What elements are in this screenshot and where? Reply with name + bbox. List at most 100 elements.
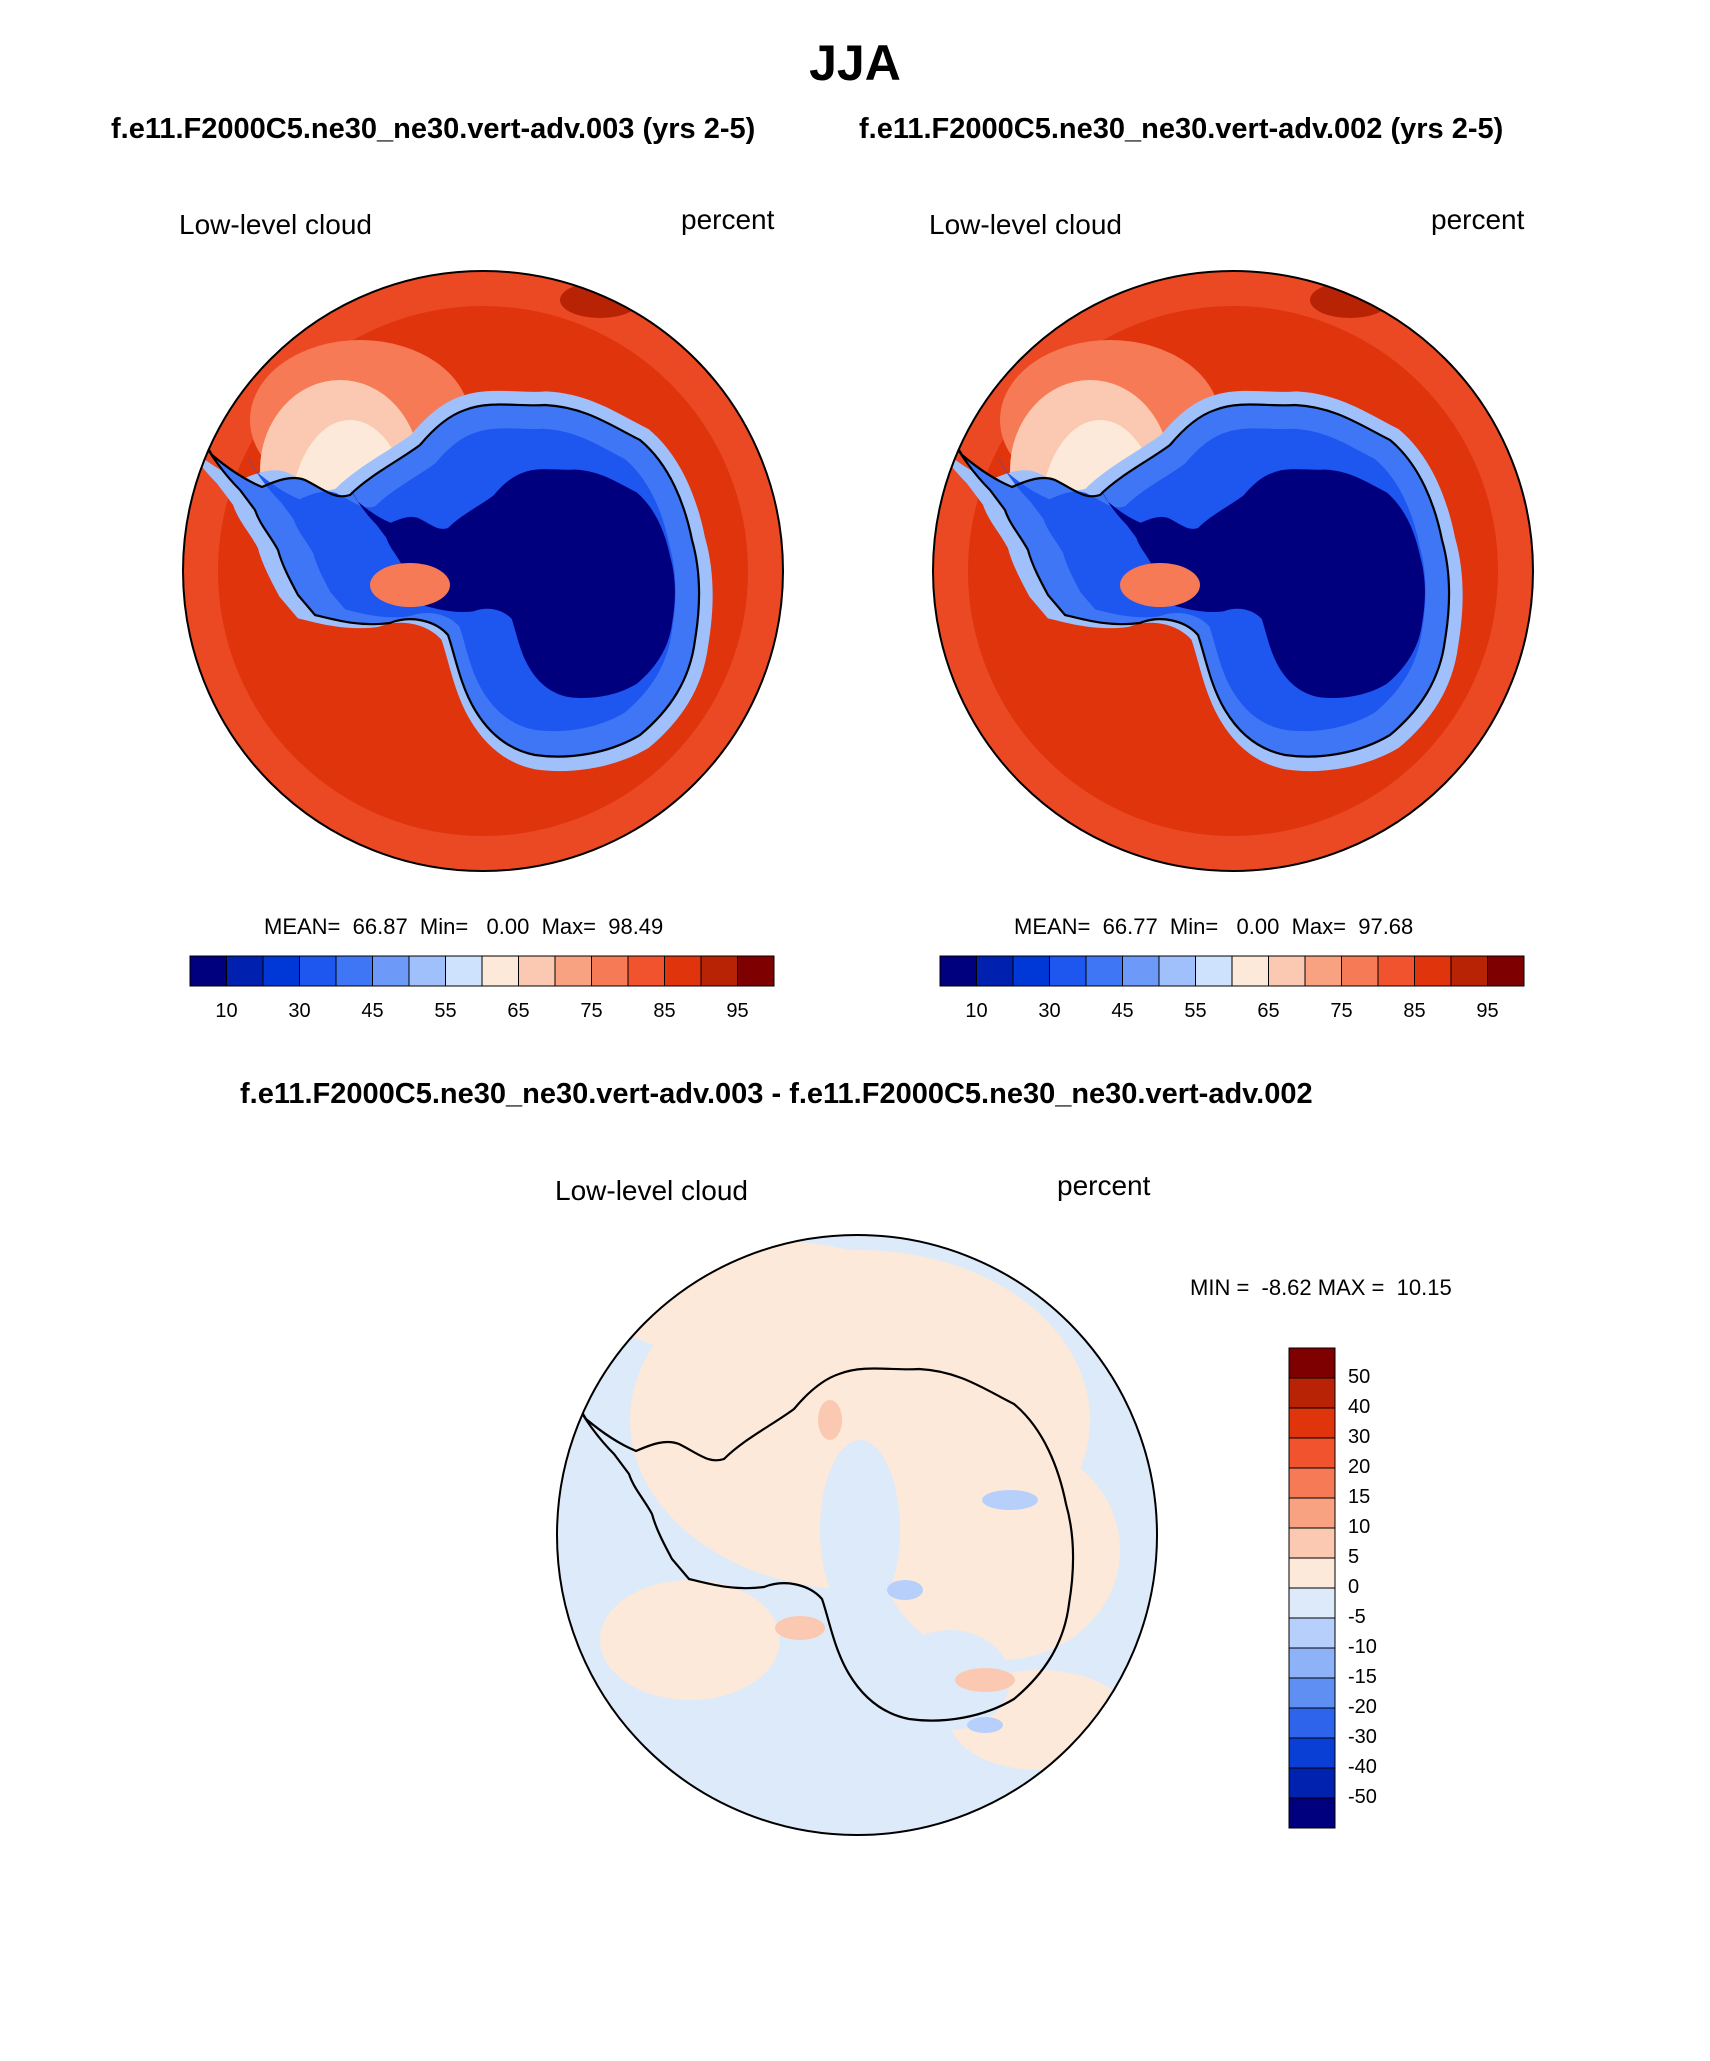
cb-right-swatch	[1377, 955, 1415, 987]
cb-diff-tick-label: 0	[1348, 1576, 1360, 1598]
cb-right-swatch	[939, 955, 977, 987]
cb-left-swatch	[664, 955, 702, 987]
cb-left-tick-label: 65	[507, 1000, 530, 1022]
cb-left-swatch	[481, 955, 519, 987]
cb-diff-swatch	[1288, 1677, 1336, 1709]
panel-diff-units: percent	[1057, 1170, 1151, 1201]
cb-left-swatch	[335, 955, 373, 987]
cb-right-swatch	[1414, 955, 1452, 987]
cb-left-swatch	[226, 955, 264, 987]
cb-diff-tick-label: -50	[1348, 1786, 1377, 1808]
cb-diff-swatch	[1288, 1617, 1336, 1649]
subtitle-left-case: f.e11.F2000C5.ne30_ne30.vert-adv.003 (yr…	[111, 113, 756, 145]
cb-diff-swatch	[1288, 1587, 1336, 1619]
cb-left-swatch	[737, 955, 775, 987]
cb-right-tick-label: 30	[1038, 1000, 1061, 1022]
map-difference-low-level-cloud	[557, 1235, 1157, 1835]
panel-left-stats: MEAN= 66.87 Min= 0.00 Max= 98.49	[264, 914, 664, 939]
cb-right-swatch	[1341, 955, 1379, 987]
cb-right-swatch	[1122, 955, 1160, 987]
cb-diff-swatch	[1288, 1377, 1336, 1409]
colorbar-diff	[1288, 1347, 1336, 1829]
colorbar-right-swatches	[939, 955, 1525, 987]
panel-right-variable: Low-level cloud	[929, 209, 1122, 240]
colorbar-diff-swatches	[1288, 1347, 1336, 1829]
cb-right-tick-label: 10	[965, 1000, 988, 1022]
cb-diff-tick-label: -30	[1348, 1726, 1377, 1748]
map-left-border	[182, 270, 784, 872]
figure-title: JJA	[809, 35, 901, 91]
cb-diff-tick-label: -5	[1348, 1606, 1366, 1628]
colorbar-left	[189, 955, 775, 987]
cb-right-swatch	[1085, 955, 1123, 987]
cb-right-swatch	[976, 955, 1014, 987]
cb-diff-tick-label: 15	[1348, 1486, 1371, 1508]
cb-right-swatch	[1450, 955, 1488, 987]
cb-left-tick-label: 45	[361, 1000, 384, 1022]
cb-diff-swatch	[1288, 1647, 1336, 1679]
cb-diff-swatch	[1288, 1797, 1336, 1829]
cb-right-tick-label: 85	[1403, 1000, 1426, 1022]
cb-right-tick-label: 55	[1184, 1000, 1207, 1022]
colorbar-right-ticks: 10 30 45 55 65 75 85 95	[940, 1000, 1524, 1030]
cb-diff-swatch	[1288, 1527, 1336, 1559]
cb-diff-tick-label: 30	[1348, 1426, 1371, 1448]
panel-right-units: percent	[1431, 204, 1525, 235]
cb-diff-swatch	[1288, 1557, 1336, 1589]
cb-left-tick-label: 85	[653, 1000, 676, 1022]
map-right-border	[932, 270, 1534, 872]
cb-left-swatch	[408, 955, 446, 987]
cb-right-tick-label: 45	[1111, 1000, 1134, 1022]
subtitle-right-case: f.e11.F2000C5.ne30_ne30.vert-adv.002 (yr…	[859, 113, 1504, 145]
cb-diff-tick-label: 10	[1348, 1516, 1371, 1538]
cb-left-tick-label: 95	[726, 1000, 749, 1022]
colorbar-right	[939, 955, 1525, 987]
cb-right-tick-label: 75	[1330, 1000, 1353, 1022]
cb-right-swatch	[1268, 955, 1306, 987]
cb-right-swatch	[1304, 955, 1342, 987]
cb-left-swatch	[262, 955, 300, 987]
cb-diff-tick-label: -40	[1348, 1756, 1377, 1778]
cb-left-swatch	[554, 955, 592, 987]
cb-diff-tick-label: 50	[1348, 1366, 1371, 1388]
panel-diff-variable: Low-level cloud	[555, 1175, 748, 1206]
cb-diff-tick-label: -10	[1348, 1636, 1377, 1658]
colorbar-left-swatches	[189, 955, 775, 987]
cb-diff-swatch	[1288, 1707, 1336, 1739]
cb-diff-swatch	[1288, 1767, 1336, 1799]
cb-diff-tick-label: -15	[1348, 1666, 1377, 1688]
cb-left-swatch	[518, 955, 556, 987]
cb-right-swatch	[1158, 955, 1196, 987]
subtitle-difference: f.e11.F2000C5.ne30_ne30.vert-adv.003 - f…	[240, 1078, 1313, 1110]
cb-left-tick-label: 10	[215, 1000, 238, 1022]
cb-diff-swatch	[1288, 1347, 1336, 1379]
cb-diff-tick-label: 5	[1348, 1546, 1360, 1568]
map-right-low-level-cloud	[933, 271, 1533, 871]
cb-diff-swatch	[1288, 1497, 1336, 1529]
panel-diff-stats: MIN = -8.62 MAX = 10.15	[1190, 1275, 1452, 1300]
map-diff-border	[556, 1234, 1158, 1836]
colorbar-left-ticks: 10 30 45 55 65 75 85 95	[190, 1000, 774, 1030]
cb-left-swatch	[591, 955, 629, 987]
cb-left-swatch	[627, 955, 665, 987]
cb-diff-swatch	[1288, 1737, 1336, 1769]
cb-diff-swatch	[1288, 1407, 1336, 1439]
cb-right-swatch	[1487, 955, 1525, 987]
cb-left-tick-label: 75	[580, 1000, 603, 1022]
cb-left-swatch	[445, 955, 483, 987]
cb-diff-tick-label: 40	[1348, 1396, 1371, 1418]
panel-right-stats: MEAN= 66.77 Min= 0.00 Max= 97.68	[1014, 914, 1414, 939]
panel-left-variable: Low-level cloud	[179, 209, 372, 240]
cb-right-swatch	[1049, 955, 1087, 987]
map-left-low-level-cloud	[183, 271, 783, 871]
cb-left-swatch	[299, 955, 337, 987]
colorbar-diff-ticks: 50 40 30 20 15 10 5 0 -5 -10 -15 -20 -30 -40 -50	[1348, 1348, 1428, 1828]
cb-left-tick-label: 30	[288, 1000, 311, 1022]
cb-right-swatch	[1195, 955, 1233, 987]
panel-left-units: percent	[681, 204, 775, 235]
cb-right-swatch	[1012, 955, 1050, 987]
cb-left-swatch	[189, 955, 227, 987]
cb-right-tick-label: 65	[1257, 1000, 1280, 1022]
cb-left-swatch	[372, 955, 410, 987]
